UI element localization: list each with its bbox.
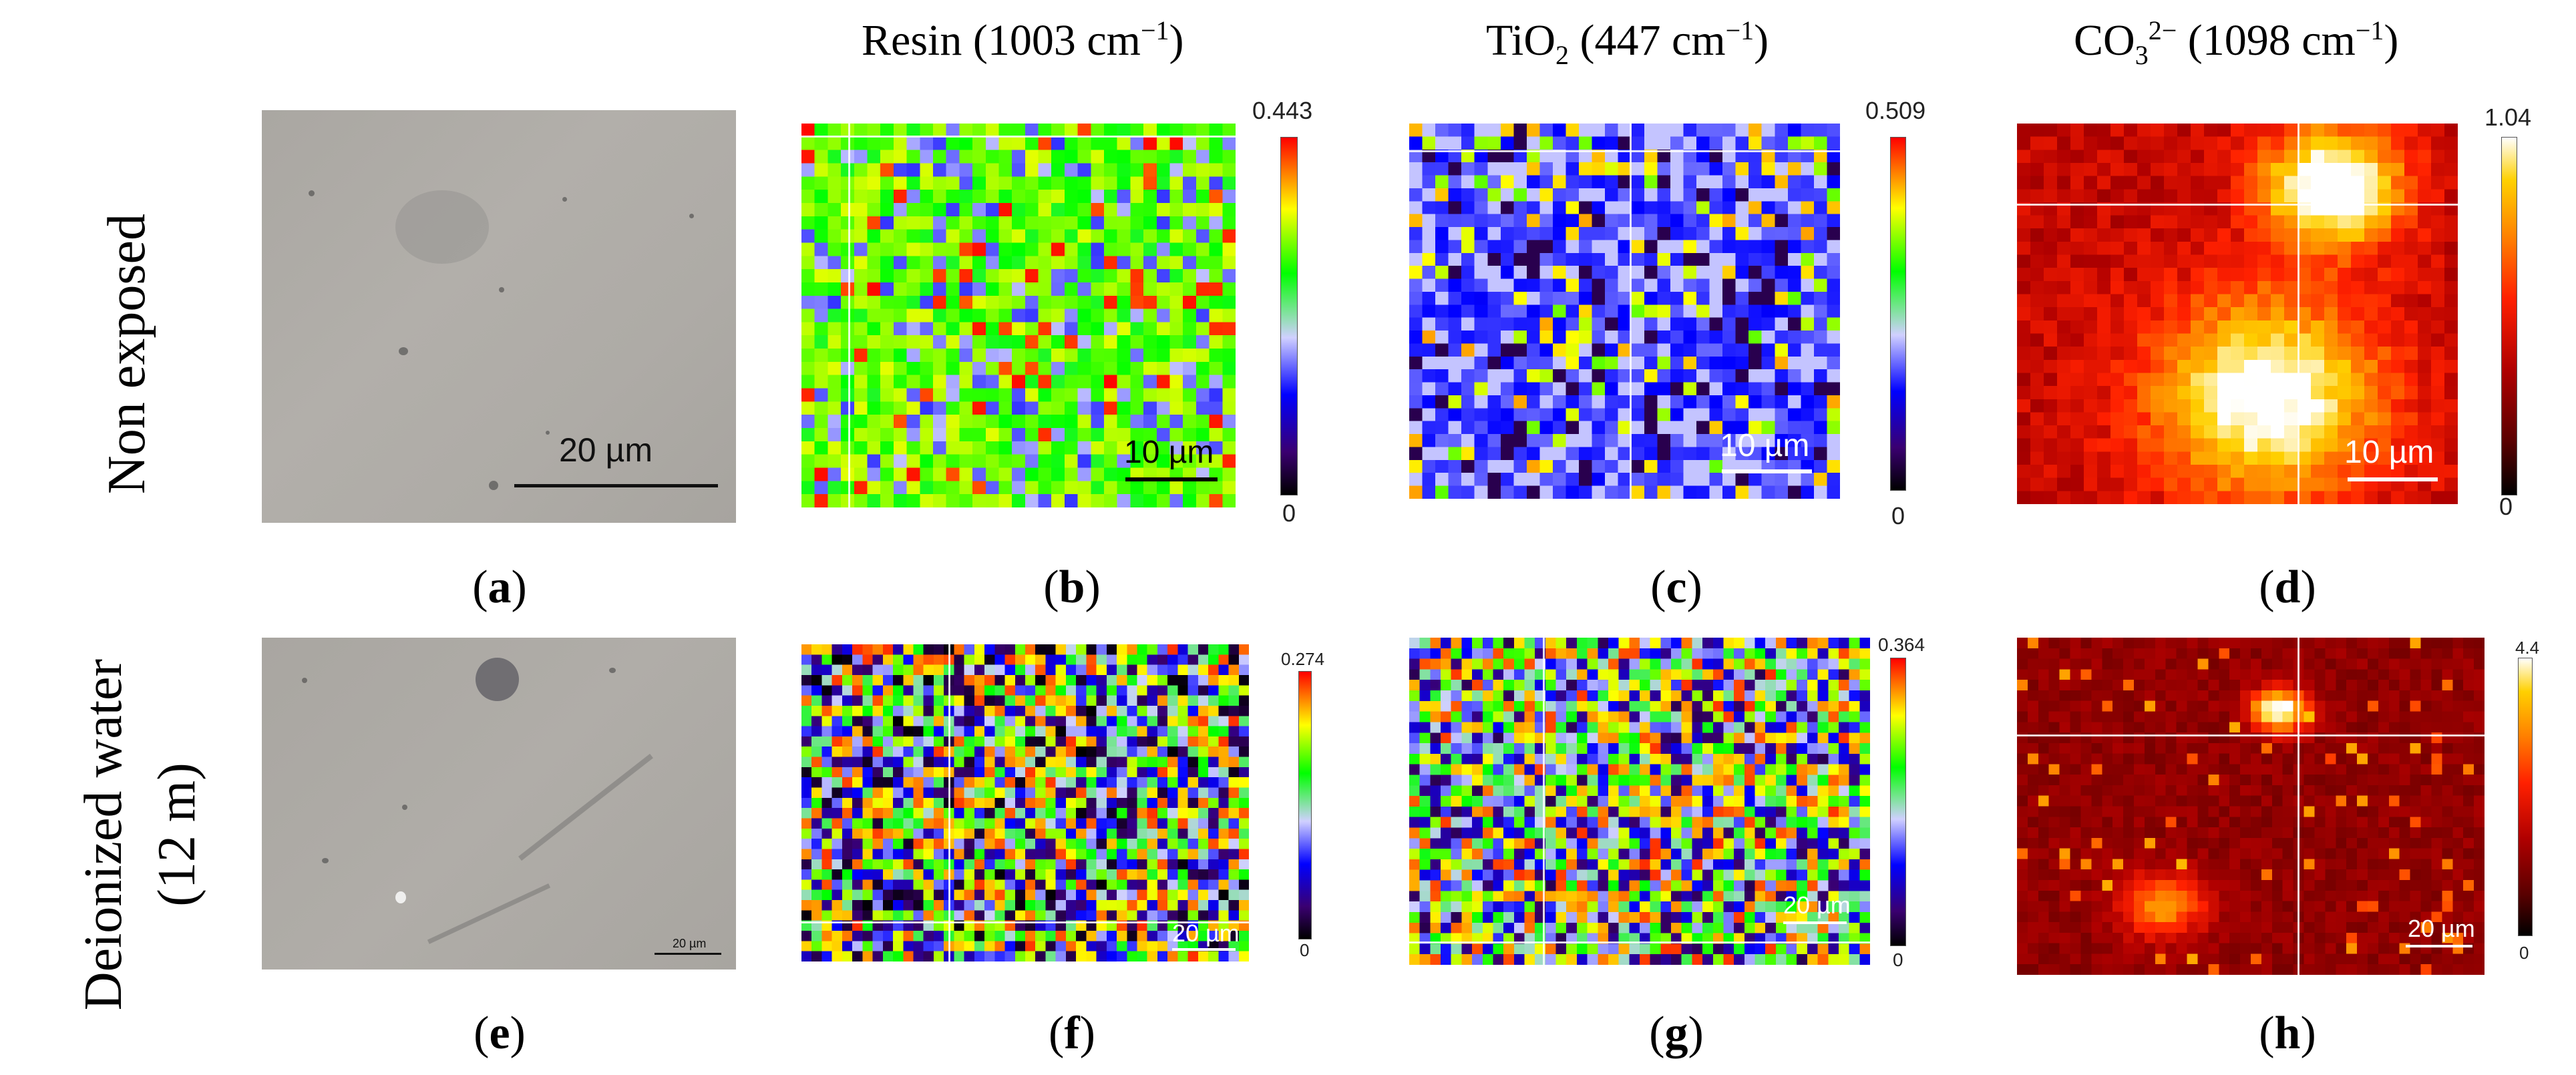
crosshair-vertical (1630, 124, 1632, 499)
scale-bar-label: 20 µm (559, 431, 653, 469)
particle-speck (476, 658, 519, 701)
panel-caption-b: (b) (1043, 562, 1101, 613)
raman-map-h-heatmap (2017, 638, 2485, 975)
colorbar-h (2518, 658, 2533, 936)
particle-speck (562, 197, 567, 202)
colorbar-d-min: 0 (2499, 493, 2513, 520)
crosshair-horizontal (1409, 150, 1840, 152)
colorbar-h-max: 4.4 (2515, 638, 2540, 658)
crosshair-horizontal (801, 136, 1236, 138)
particle-speck (302, 678, 307, 683)
particle-speck (499, 287, 504, 292)
panel-caption-h: (h) (2259, 1008, 2316, 1059)
scratch-mark (518, 753, 653, 861)
colorbar-b-min: 0 (1282, 499, 1296, 527)
colorbar-f-min: 0 (1300, 940, 1310, 960)
colorbar-g-min: 0 (1893, 949, 1903, 970)
raman-map-panel-b: 10 µm (801, 124, 1236, 507)
row-label-non-exposed: Non exposed (98, 214, 156, 494)
colorbar-d-max: 1.04 (2485, 103, 2532, 131)
crosshair-vertical (848, 124, 850, 507)
panel-caption-a: (a) (472, 562, 527, 613)
scale-bar-label: 20 µm (1783, 891, 1851, 919)
raman-map-b-heatmap (801, 124, 1236, 507)
scale-bar (1783, 921, 1847, 924)
raman-map-d-heatmap (2017, 124, 2458, 504)
scale-bar (2348, 477, 2438, 481)
raman-map-f-heatmap (801, 644, 1249, 961)
panel-caption-d: (d) (2259, 562, 2316, 613)
scale-bar-label: 20 µm (2408, 915, 2475, 942)
scale-bar-label: 10 µm (1124, 435, 1214, 470)
panel-caption-f: (f) (1049, 1008, 1095, 1059)
colorbar-g-max: 0.364 (1878, 634, 1925, 655)
particle-speck (399, 347, 408, 355)
crosshair-vertical (2297, 638, 2299, 975)
scale-bar-label: 20 µm (1172, 919, 1240, 947)
particle-speck (395, 891, 406, 903)
raman-map-panel-g: 20 µm (1409, 638, 1870, 965)
raman-map-c-heatmap (1409, 124, 1840, 499)
panel-caption-e: (e) (474, 1008, 526, 1059)
particle-speck (609, 668, 616, 673)
colorbar-c-max: 0.509 (1865, 97, 1926, 124)
colorbar-h-min: 0 (2519, 943, 2529, 963)
particle-speck (309, 190, 315, 196)
scale-bar (1172, 948, 1236, 951)
raman-map-g-heatmap (1409, 638, 1870, 965)
colorbar-c (1890, 137, 1906, 491)
particle-speck (489, 481, 498, 490)
crosshair-horizontal (2017, 204, 2458, 206)
scale-bar (2406, 945, 2472, 947)
column-title-co3: CO32− (1098 cm−1) (2074, 15, 2399, 71)
panel-caption-g: (g) (1649, 1008, 1704, 1059)
scale-bar (514, 484, 718, 487)
scale-bar (1722, 469, 1812, 473)
crosshair-horizontal (801, 921, 1249, 923)
raman-map-panel-c: 10 µm (1409, 124, 1840, 499)
colorbar-g (1890, 658, 1906, 946)
scale-bar (655, 953, 721, 955)
crosshair-horizontal (2017, 734, 2485, 736)
scale-bar-label: 10 µm (2344, 435, 2434, 470)
particle-speck (322, 858, 329, 863)
particle-speck (395, 190, 489, 264)
particle-speck (402, 805, 407, 810)
colorbar-c-min: 0 (1891, 502, 1905, 529)
particle-speck (546, 431, 550, 435)
crosshair-vertical (2297, 124, 2299, 504)
crosshair-horizontal (1409, 941, 1870, 943)
micrograph-panel-a: 20 µm (262, 110, 736, 523)
column-title-tio2: TiO2 (447 cm−1) (1486, 15, 1769, 71)
colorbar-d (2501, 137, 2517, 495)
row-label-deionized-water: Deionized water (12 m) (74, 658, 206, 1011)
scale-bar-label: 20 µm (673, 937, 707, 950)
colorbar-f (1298, 671, 1312, 939)
column-title-resin: Resin (1003 cm−1) (862, 15, 1184, 65)
raman-map-panel-f: 20 µm (801, 644, 1249, 961)
colorbar-b-max: 0.443 (1252, 97, 1313, 124)
panel-caption-c: (c) (1650, 562, 1702, 613)
scale-bar-label: 10 µm (1720, 428, 1810, 463)
crosshair-vertical (1543, 638, 1545, 965)
scale-bar (1125, 477, 1218, 481)
raman-map-panel-d: 10 µm (2017, 124, 2458, 504)
raman-map-panel-h: 20 µm (2017, 638, 2485, 975)
micrograph-panel-e: 20 µm (262, 638, 736, 970)
crosshair-vertical (948, 644, 950, 961)
scratch-mark (427, 883, 551, 944)
colorbar-f-max: 0.274 (1281, 649, 1325, 669)
colorbar-b (1280, 137, 1298, 495)
particle-speck (689, 214, 694, 218)
